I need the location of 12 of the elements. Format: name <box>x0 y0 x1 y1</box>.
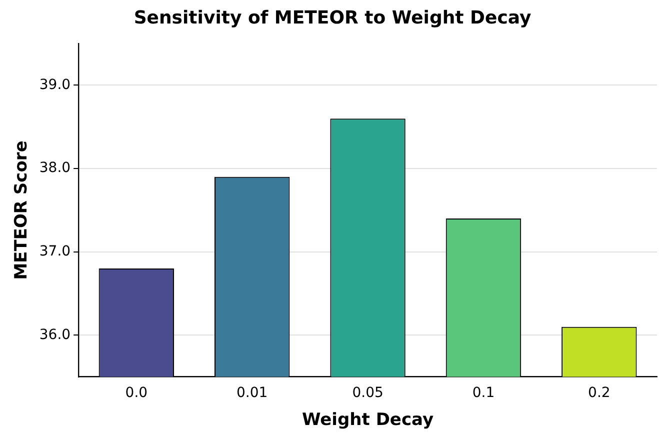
x-tick-label: 0.0 <box>125 384 148 401</box>
y-tick-label: 37.0 <box>39 243 71 260</box>
y-tick-label: 39.0 <box>39 76 71 93</box>
y-tick-label: 38.0 <box>39 160 71 176</box>
x-axis-title: Weight Decay <box>302 410 434 430</box>
x-tick-label: 0.01 <box>236 384 268 401</box>
chart-title: Sensitivity of METEOR to Weight Decay <box>134 7 532 28</box>
y-axis-title: METEOR Score <box>12 140 32 280</box>
y-tick-label: 36.0 <box>39 326 71 343</box>
x-tick-label: 0.2 <box>588 384 610 401</box>
x-tick-label: 0.1 <box>472 384 495 401</box>
x-tick-label: 0.05 <box>352 384 384 401</box>
